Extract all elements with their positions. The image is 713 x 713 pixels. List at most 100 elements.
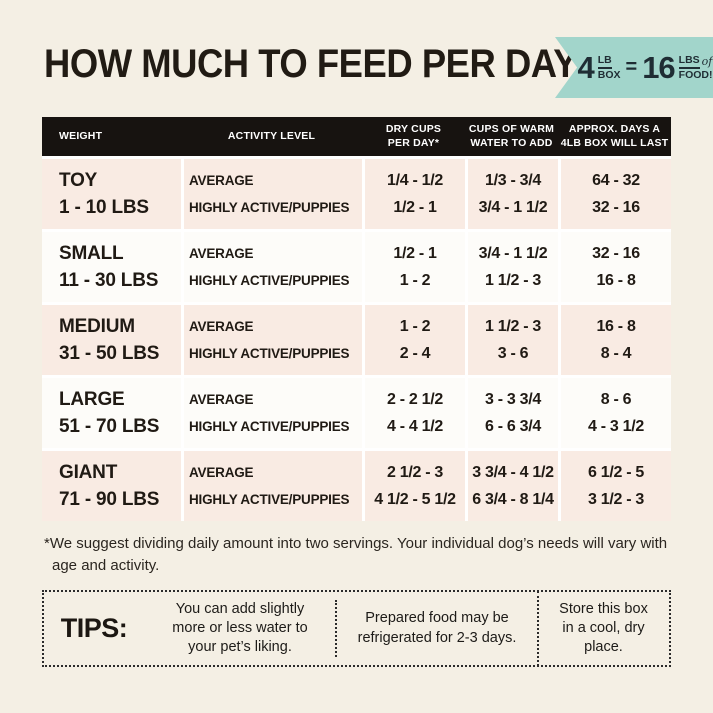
header-weight: WEIGHT — [59, 129, 103, 142]
activity-average-label: AVERAGE — [189, 173, 254, 188]
activity-average-label: AVERAGE — [189, 392, 254, 407]
water-average: 1 1/2 - 3 — [484, 317, 541, 335]
badge-equals-sign: = — [625, 56, 638, 78]
water-cell: 3 - 3 3/4 6 - 6 3/4 — [468, 378, 558, 448]
badge-of-script: of — [701, 55, 713, 69]
size-label: LARGE — [59, 388, 125, 410]
weight-cell: MEDIUM 31 - 50 LBS — [42, 305, 181, 375]
dry-cups-cell: 1/2 - 1 1 - 2 — [365, 232, 465, 302]
water-average: 3/4 - 1 1/2 — [478, 244, 548, 262]
water-cell: 1 1/2 - 3 3 - 6 — [468, 305, 558, 375]
water-average: 3 3/4 - 4 1/2 — [472, 463, 554, 481]
badge-amount-4: 4 — [577, 49, 594, 85]
weight-range: 31 - 50 LBS — [59, 342, 160, 364]
days-active: 8 - 4 — [600, 344, 632, 362]
weight-cell: GIANT 71 - 90 LBS — [42, 451, 181, 521]
dry-cups-active: 4 1/2 - 5 1/2 — [374, 490, 456, 508]
dry-cups-average: 1/2 - 1 — [393, 244, 437, 262]
dry-cups-average: 2 - 2 1/2 — [386, 390, 443, 408]
badge-unit-food: FOOD! — [678, 69, 713, 81]
badge-unit-lb: LB — [597, 54, 612, 69]
badge-lbs-food-fraction: LBS of FOOD! — [678, 54, 713, 81]
days-cell: 8 - 6 4 - 3 1/2 — [561, 378, 671, 448]
days-average: 16 - 8 — [596, 317, 636, 335]
badge-lb-box-fraction: LB BOX — [597, 54, 621, 81]
days-cell: 6 1/2 - 5 3 1/2 - 3 — [561, 451, 671, 521]
days-active: 4 - 3 1/2 — [587, 417, 644, 435]
dry-cups-cell: 2 - 2 1/2 4 - 4 1/2 — [365, 378, 465, 448]
weight-cell: LARGE 51 - 70 LBS — [42, 378, 181, 448]
days-cell: 32 - 16 16 - 8 — [561, 232, 671, 302]
table-row-medium: MEDIUM 31 - 50 LBS AVERAGE HIGHLY ACTIVE… — [42, 305, 671, 375]
table-row-small: SMALL 11 - 30 LBS AVERAGE HIGHLY ACTIVE/… — [42, 232, 671, 302]
water-average: 1/3 - 3/4 — [484, 171, 541, 189]
page-title: HOW MUCH TO FEED PER DAY — [44, 42, 578, 86]
weight-range: 71 - 90 LBS — [59, 488, 160, 510]
activity-average-label: AVERAGE — [189, 465, 254, 480]
tip-storage: Store this box in a cool, dry place. — [537, 590, 669, 667]
serving-footnote: *We suggest dividing daily amount into t… — [44, 535, 668, 574]
water-cell: 1/3 - 3/4 3/4 - 1 1/2 — [468, 159, 558, 229]
activity-active-label: HIGHLY ACTIVE/PUPPIES — [189, 492, 350, 507]
weight-cell: TOY 1 - 10 LBS — [42, 159, 181, 229]
badge-amount-16: 16 — [642, 49, 675, 85]
days-average: 32 - 16 — [592, 244, 640, 262]
water-active: 6 3/4 - 8 1/4 — [472, 490, 554, 508]
activity-cell: AVERAGE HIGHLY ACTIVE/PUPPIES — [184, 159, 362, 229]
header-days-last: APPROX. DAYS A 4LB BOX WILL LAST — [560, 122, 669, 149]
activity-cell: AVERAGE HIGHLY ACTIVE/PUPPIES — [184, 305, 362, 375]
water-active: 1 1/2 - 3 — [484, 271, 541, 289]
activity-active-label: HIGHLY ACTIVE/PUPPIES — [189, 273, 350, 288]
days-cell: 64 - 32 32 - 16 — [561, 159, 671, 229]
feeding-table: WEIGHT ACTIVITY LEVEL DRY CUPS PER DAY* … — [42, 117, 671, 521]
water-cell: 3/4 - 1 1/2 1 1/2 - 3 — [468, 232, 558, 302]
activity-cell: AVERAGE HIGHLY ACTIVE/PUPPIES — [184, 378, 362, 448]
activity-active-label: HIGHLY ACTIVE/PUPPIES — [189, 200, 350, 215]
activity-active-label: HIGHLY ACTIVE/PUPPIES — [189, 346, 350, 361]
weight-cell: SMALL 11 - 30 LBS — [42, 232, 181, 302]
box-equivalence-badge: 4 LB BOX = 16 LBS of FOOD! — [555, 37, 713, 98]
badge-unit-box: BOX — [597, 69, 621, 81]
water-cell: 3 3/4 - 4 1/2 6 3/4 - 8 1/4 — [468, 451, 558, 521]
dry-cups-cell: 1/4 - 1/2 1/2 - 1 — [365, 159, 465, 229]
activity-cell: AVERAGE HIGHLY ACTIVE/PUPPIES — [184, 232, 362, 302]
water-average: 3 - 3 3/4 — [484, 390, 541, 408]
dry-cups-average: 1/4 - 1/2 — [386, 171, 443, 189]
size-label: MEDIUM — [59, 315, 135, 337]
tip-water-adjust: You can add slightly more or less water … — [172, 600, 308, 656]
water-active: 6 - 6 3/4 — [484, 417, 541, 435]
dry-cups-cell: 2 1/2 - 3 4 1/2 - 5 1/2 — [365, 451, 465, 521]
dry-cups-cell: 1 - 2 2 - 4 — [365, 305, 465, 375]
tips-box: TIPS: You can add slightly more or less … — [42, 590, 671, 667]
size-label: SMALL — [59, 242, 124, 264]
table-header-row: WEIGHT ACTIVITY LEVEL DRY CUPS PER DAY* … — [42, 117, 671, 156]
table-row-toy: TOY 1 - 10 LBS AVERAGE HIGHLY ACTIVE/PUP… — [42, 159, 671, 229]
days-active: 16 - 8 — [596, 271, 636, 289]
days-average: 6 1/2 - 5 — [587, 463, 644, 481]
dry-cups-active: 1 - 2 — [399, 271, 431, 289]
activity-cell: AVERAGE HIGHLY ACTIVE/PUPPIES — [184, 451, 362, 521]
activity-average-label: AVERAGE — [189, 319, 254, 334]
dry-cups-active: 2 - 4 — [399, 344, 431, 362]
weight-range: 11 - 30 LBS — [59, 269, 159, 291]
dry-cups-average: 2 1/2 - 3 — [386, 463, 443, 481]
tips-label: TIPS: — [60, 613, 128, 643]
days-average: 8 - 6 — [600, 390, 632, 408]
header-activity-level: ACTIVITY LEVEL — [227, 129, 316, 142]
badge-unit-lbs: LBS — [678, 54, 700, 69]
days-active: 32 - 16 — [592, 198, 640, 216]
activity-active-label: HIGHLY ACTIVE/PUPPIES — [189, 419, 350, 434]
dry-cups-active: 1/2 - 1 — [393, 198, 437, 216]
days-active: 3 1/2 - 3 — [587, 490, 644, 508]
dry-cups-active: 4 - 4 1/2 — [386, 417, 443, 435]
days-average: 64 - 32 — [592, 171, 640, 189]
header-warm-water: CUPS OF WARM WATER TO ADD — [468, 122, 555, 149]
water-active: 3 - 6 — [497, 344, 529, 362]
size-label: TOY — [59, 169, 98, 191]
table-row-giant: GIANT 71 - 90 LBS AVERAGE HIGHLY ACTIVE/… — [42, 451, 671, 521]
size-label: GIANT — [59, 461, 118, 483]
table-row-large: LARGE 51 - 70 LBS AVERAGE HIGHLY ACTIVE/… — [42, 378, 671, 448]
days-cell: 16 - 8 8 - 4 — [561, 305, 671, 375]
water-active: 3/4 - 1 1/2 — [478, 198, 548, 216]
